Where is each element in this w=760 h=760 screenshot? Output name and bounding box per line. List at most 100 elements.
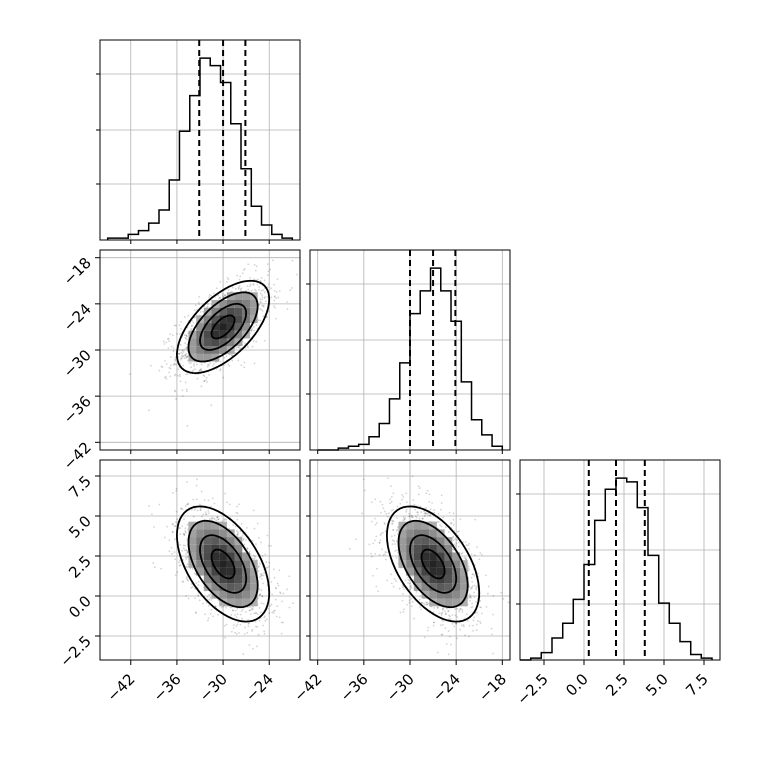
scatter-point (383, 521, 386, 524)
scatter-point (381, 531, 384, 534)
scatter-point (372, 542, 375, 545)
density-cell (219, 529, 227, 538)
scatter-point (262, 304, 265, 307)
scatter-point (210, 505, 212, 508)
scatter-point (427, 602, 430, 605)
scatter-point (260, 577, 263, 580)
scatter-point (204, 511, 207, 514)
scatter-point (210, 517, 213, 520)
scatter-point (224, 492, 227, 495)
scatter-point (256, 278, 259, 281)
scatter-point (277, 296, 280, 299)
scatter-point (221, 294, 224, 297)
density-cell (196, 560, 204, 568)
scatter-point (174, 373, 177, 376)
scatter-point (486, 592, 489, 595)
density-cell (234, 315, 243, 324)
scatter-point (185, 549, 188, 551)
scatter-point (223, 624, 226, 627)
scatter-point (199, 508, 202, 511)
scatter-point (448, 511, 451, 514)
scatter-point (208, 296, 210, 298)
scatter-point (288, 575, 291, 578)
scatter-point (278, 616, 281, 619)
scatter-point (225, 518, 228, 521)
scatter-point (417, 493, 420, 496)
scatter-point (181, 357, 183, 360)
density-cell (211, 330, 220, 339)
scatter-point (225, 606, 227, 609)
scatter-point (231, 286, 234, 289)
scatter-point (291, 287, 294, 289)
scatter-point (248, 290, 251, 293)
scatter-point (241, 617, 243, 620)
scatter-point (270, 287, 273, 290)
scatter-point (267, 544, 270, 547)
scatter-point (183, 533, 186, 536)
scatter-point (257, 570, 260, 573)
scatter-point (174, 521, 177, 524)
scatter-point (179, 543, 182, 546)
scatter-point (237, 531, 239, 534)
scatter-point (473, 554, 476, 557)
scatter-point (266, 316, 268, 319)
scatter-point (254, 555, 256, 558)
density-cell (234, 583, 243, 591)
scatter-point (247, 288, 250, 291)
density-cell (421, 567, 430, 576)
scatter-point (227, 363, 230, 366)
density-cell (429, 598, 437, 607)
scatter-point (500, 591, 503, 594)
density-cell (196, 330, 204, 339)
scatter-point (196, 377, 199, 380)
scatter-point (186, 551, 189, 554)
density-cell (211, 537, 220, 545)
scatter-point (468, 635, 470, 638)
scatter-point (184, 544, 187, 547)
scatter-point (224, 636, 226, 639)
scatter-point (380, 532, 383, 535)
scatter-point (239, 275, 242, 278)
scatter-point (199, 503, 201, 506)
density-cell (452, 583, 460, 591)
scatter-point (190, 586, 193, 589)
density-cell (219, 552, 227, 561)
scatter-point (239, 623, 242, 626)
density-cell (219, 346, 227, 354)
scatter-point (262, 624, 265, 627)
scatter-point (490, 627, 493, 630)
scatter-point (185, 552, 188, 555)
scatter-point (455, 623, 457, 625)
scatter-point (274, 306, 276, 309)
scatter-point (427, 626, 430, 629)
scatter-point (197, 580, 200, 583)
scatter-point (484, 574, 487, 577)
scatter-point (211, 497, 214, 500)
scatter-point (238, 503, 240, 506)
scatter-point (185, 556, 187, 559)
scatter-point (227, 278, 230, 281)
scatter-point (235, 632, 238, 635)
scatter-point (492, 652, 495, 655)
scatter-point (242, 539, 245, 541)
density-cell (413, 575, 422, 584)
scatter-point (246, 285, 249, 288)
x-tick-label: 2.5 (602, 670, 632, 700)
scatter-point (246, 547, 249, 549)
scatter-point (480, 553, 483, 556)
scatter-point (178, 564, 181, 567)
density-cell (406, 537, 414, 545)
scatter-point (186, 578, 189, 581)
scatter-point (164, 376, 166, 379)
density-cell (242, 583, 250, 591)
scatter-point (445, 642, 448, 645)
density-cell (219, 300, 227, 308)
scatter-point (184, 342, 187, 345)
density-cell (413, 529, 422, 538)
scatter-point (439, 524, 441, 526)
scatter-point (197, 301, 200, 304)
scatter-point (183, 534, 186, 537)
scatter-point (278, 569, 281, 572)
scatter-point (169, 364, 172, 367)
scatter-point (174, 574, 177, 576)
